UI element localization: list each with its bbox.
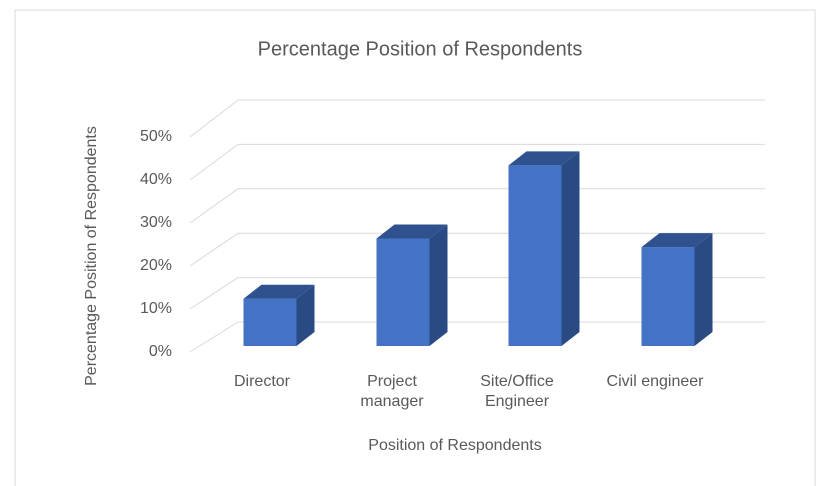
- y-tick-label: 10%: [140, 300, 172, 317]
- y-tick-label: 20%: [140, 257, 172, 274]
- grid-line-side: [189, 99, 239, 138]
- grid-line-side: [189, 321, 239, 353]
- x-tick-label: Director: [233, 373, 290, 390]
- bar-top: [243, 284, 315, 299]
- x-tick-label: Project manager: [360, 373, 424, 410]
- bar-side: [296, 284, 315, 346]
- y-tick-label: 50%: [140, 128, 172, 145]
- y-tick-label: 0%: [149, 343, 172, 360]
- x-tick-label: Site/Office Engineer: [480, 373, 554, 410]
- bar: [508, 165, 562, 346]
- bar-top: [376, 224, 448, 239]
- y-axis-title: Percentage Position of Respondents: [83, 126, 100, 386]
- grid-line-side: [189, 188, 239, 224]
- bar: [243, 298, 297, 346]
- bar-side: [694, 233, 713, 346]
- bar-side: [561, 151, 580, 346]
- x-axis-title: Position of Respondents: [368, 437, 541, 454]
- chart-title: Percentage Position of Respondents: [258, 38, 583, 60]
- grid-line-side: [189, 277, 239, 310]
- bar: [376, 238, 430, 346]
- chart-border: [14, 9, 816, 486]
- y-tick-label: 40%: [140, 171, 172, 188]
- y-tick-label: 30%: [140, 214, 172, 231]
- bar-side: [429, 224, 448, 346]
- bar: [641, 247, 695, 346]
- bar-top: [641, 233, 713, 248]
- x-tick-label: Civil engineer: [606, 373, 704, 390]
- bar-top: [508, 151, 580, 166]
- grid-line-side: [189, 143, 239, 181]
- grid-line-side: [189, 232, 239, 267]
